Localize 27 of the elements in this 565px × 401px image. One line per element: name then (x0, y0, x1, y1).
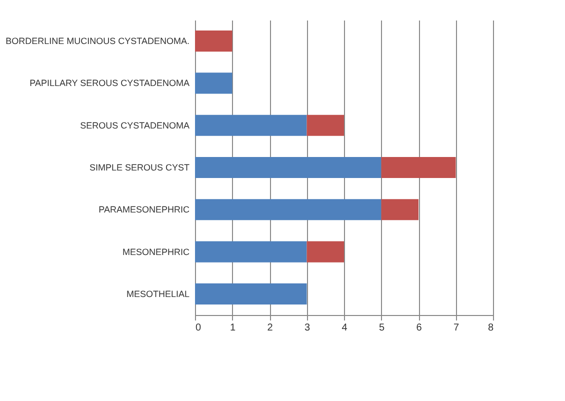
x-tick-label: 5 (378, 322, 385, 334)
bar (381, 156, 456, 178)
bar (195, 156, 382, 178)
y-tick-label: SIMPLE SEROUS CYST (89, 162, 190, 172)
y-tick-label: BORDERLINE MUCINOUS CYSTADENOMA. (6, 36, 190, 46)
y-tick-label: SEROUS CYSTADENOMA (80, 120, 190, 130)
x-tick-label: 6 (416, 322, 422, 334)
bar (195, 72, 232, 94)
bar (381, 199, 418, 220)
bar (195, 114, 307, 136)
bar (195, 30, 232, 52)
bar (195, 241, 307, 262)
x-tick-label: 3 (304, 322, 310, 334)
bar (195, 199, 382, 220)
bar (195, 283, 307, 304)
x-tick-label: 1 (230, 322, 236, 334)
x-tick-label: 4 (342, 322, 348, 334)
y-tick-label: MESONEPHRIC (122, 246, 190, 257)
y-tick-label: PARAMESONEPHRIC (98, 204, 190, 215)
x-tick-label: 0 (196, 322, 202, 334)
bar (306, 114, 344, 136)
x-tick-label: 8 (488, 322, 494, 334)
y-tick-label: MESOTHELIAL (126, 288, 190, 299)
y-tick-label: PAPILLARY SEROUS CYSTADENOMA (30, 78, 190, 88)
x-tick-label: 7 (453, 322, 460, 334)
x-tick-label: 2 (267, 322, 274, 334)
bar (306, 241, 344, 262)
